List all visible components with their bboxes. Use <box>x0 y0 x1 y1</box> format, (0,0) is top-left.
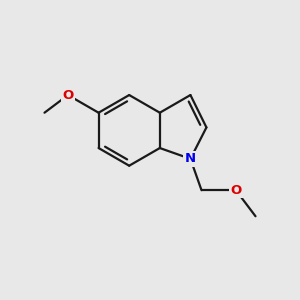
Text: O: O <box>230 184 242 197</box>
Text: O: O <box>62 88 74 101</box>
Text: N: N <box>185 152 196 165</box>
